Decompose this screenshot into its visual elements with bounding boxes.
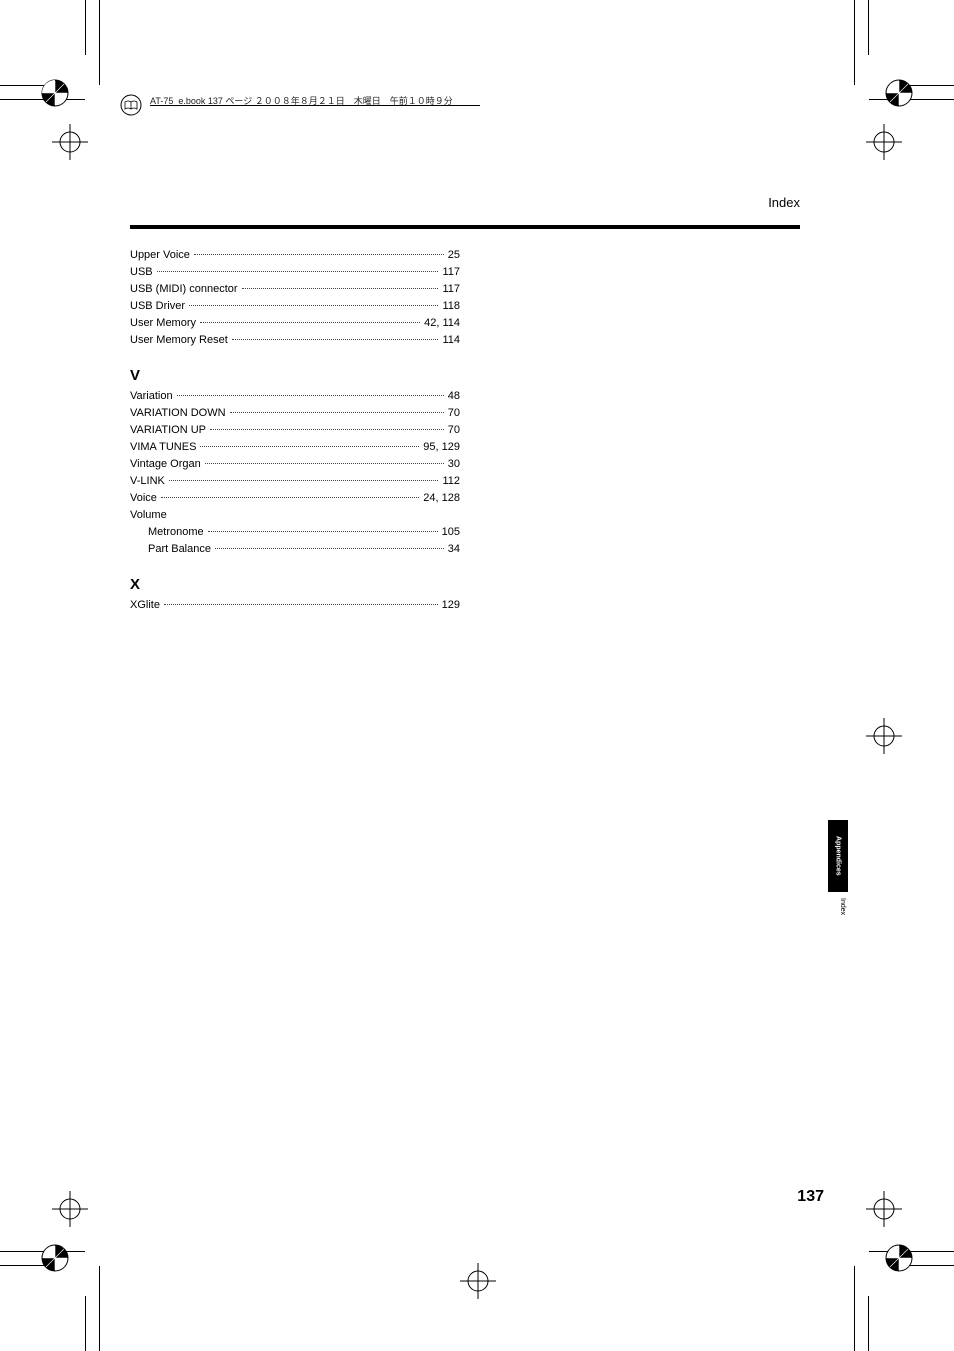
index-column: Upper Voice 25 USB 117 USB (MIDI) connector 1… — [130, 247, 460, 614]
index-entry: XGlite 129 — [130, 597, 460, 614]
document-meta-header: AT-75_e.book 137 ページ ２００８年８月２１日 木曜日 午前１０… — [120, 94, 834, 116]
index-entry-pages: 24, 128 — [423, 490, 460, 507]
index-entry-pages: 42, 114 — [424, 315, 460, 332]
index-entry-leader — [242, 288, 439, 289]
index-entry-label: Volume — [130, 507, 167, 524]
registration-mark-icon — [866, 718, 902, 754]
index-entry-label: Upper Voice — [130, 247, 190, 264]
index-entry-pages: 70 — [448, 422, 460, 439]
document-meta-text: AT-75_e.book 137 ページ ２００８年８月２１日 木曜日 午前１０… — [150, 94, 453, 107]
index-entry-leader — [189, 305, 438, 306]
side-tab-index: Index — [839, 898, 846, 915]
index-entry-label: XGlite — [130, 597, 160, 614]
book-icon — [120, 94, 142, 116]
index-entry-label: Metronome — [148, 524, 204, 541]
index-entry-pages: 118 — [442, 298, 460, 315]
index-entry-leader — [230, 412, 444, 413]
index-entry: USB 117 — [130, 264, 460, 281]
index-entry-label: User Memory — [130, 315, 196, 332]
index-entry: Volume — [130, 507, 460, 524]
registration-mark-icon — [52, 1191, 88, 1227]
index-entry-label: Part Balance — [148, 541, 211, 558]
index-entry-pages: 95, 129 — [423, 439, 460, 456]
index-entry-pages: 112 — [442, 473, 460, 490]
index-entry-pages: 117 — [442, 281, 460, 298]
index-entry: USB Driver 118 — [130, 298, 460, 315]
index-entry: VIMA TUNES 95, 129 — [130, 439, 460, 456]
index-entry-leader — [232, 339, 439, 340]
index-entry-leader — [200, 446, 419, 447]
registration-mark-icon — [866, 1191, 902, 1227]
index-entry-leader — [200, 322, 420, 323]
index-entry-pages: 34 — [448, 541, 460, 558]
side-tab-appendices: Appendices — [828, 820, 848, 892]
index-entry-leader — [194, 254, 444, 255]
index-entry-label: Voice — [130, 490, 157, 507]
index-entry: Vintage Organ 30 — [130, 456, 460, 473]
index-entry: Voice 24, 128 — [130, 490, 460, 507]
index-entry-leader — [169, 480, 439, 481]
color-registration-icon — [884, 78, 914, 108]
index-entry-label: VARIATION DOWN — [130, 405, 226, 422]
index-entry-label: Variation — [130, 388, 173, 405]
index-entry-leader — [177, 395, 444, 396]
index-entry: V-LINK 112 — [130, 473, 460, 490]
index-entry-label: User Memory Reset — [130, 332, 228, 349]
index-entry-leader — [164, 604, 438, 605]
index-entry-leader — [215, 548, 444, 549]
index-entry-pages: 129 — [442, 597, 460, 614]
index-entry: USB (MIDI) connector 117 — [130, 281, 460, 298]
color-registration-icon — [40, 78, 70, 108]
index-section-letter: V — [130, 367, 460, 384]
color-registration-icon — [40, 1243, 70, 1273]
index-entry-leader — [208, 531, 438, 532]
index-entry-label: VARIATION UP — [130, 422, 206, 439]
index-entry: User Memory 42, 114 — [130, 315, 460, 332]
index-entry-label: USB (MIDI) connector — [130, 281, 238, 298]
registration-mark-icon — [52, 124, 88, 160]
color-registration-icon — [884, 1243, 914, 1273]
index-entry-pages: 114 — [442, 332, 460, 349]
index-entry: User Memory Reset 114 — [130, 332, 460, 349]
index-section-letter: X — [130, 576, 460, 593]
index-entry-label: VIMA TUNES — [130, 439, 196, 456]
header-rule — [130, 225, 800, 229]
index-entry-pages: 117 — [442, 264, 460, 281]
page-title: Index — [130, 195, 800, 216]
index-entry-leader — [205, 463, 444, 464]
index-entry-label: USB Driver — [130, 298, 185, 315]
index-entry-leader — [161, 497, 419, 498]
index-entry: Variation 48 — [130, 388, 460, 405]
registration-mark-icon — [866, 124, 902, 160]
index-entry: Upper Voice 25 — [130, 247, 460, 264]
index-entry: VARIATION UP 70 — [130, 422, 460, 439]
index-entry-pages: 25 — [448, 247, 460, 264]
index-entry: Part Balance 34 — [130, 541, 460, 558]
index-entry-pages: 105 — [442, 524, 460, 541]
page-number: 137 — [797, 1188, 824, 1206]
index-entry: Metronome 105 — [130, 524, 460, 541]
index-entry-label: V-LINK — [130, 473, 165, 490]
index-entry-label: USB — [130, 264, 153, 281]
registration-mark-icon — [460, 1263, 496, 1299]
index-entry-label: Vintage Organ — [130, 456, 201, 473]
index-entry-pages: 30 — [448, 456, 460, 473]
index-entry-pages: 70 — [448, 405, 460, 422]
index-entry-pages: 48 — [448, 388, 460, 405]
index-entry-leader — [210, 429, 444, 430]
index-entry: VARIATION DOWN 70 — [130, 405, 460, 422]
index-entry-leader — [157, 271, 439, 272]
